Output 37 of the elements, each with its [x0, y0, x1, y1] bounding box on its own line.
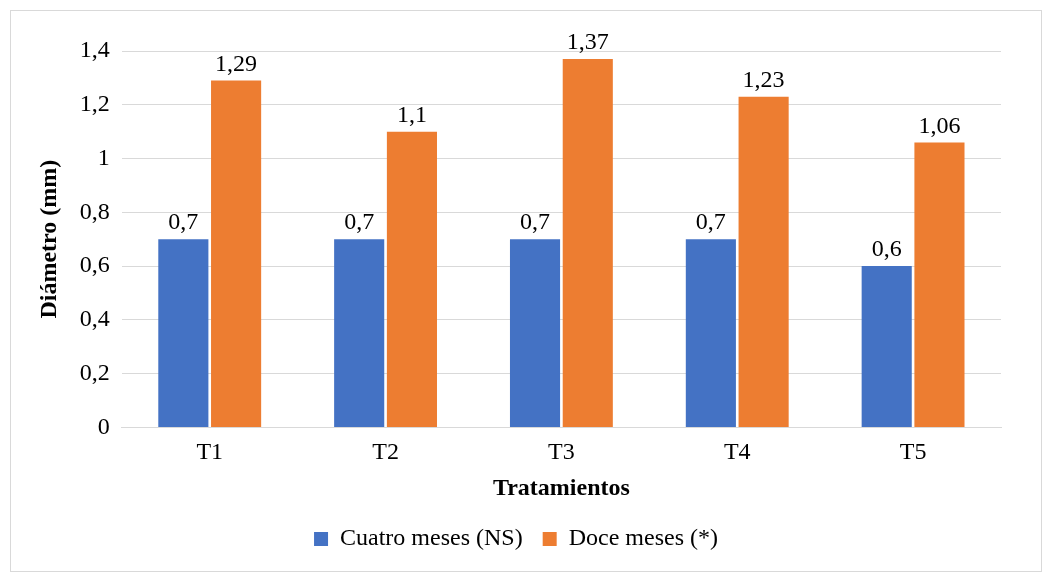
legend-label: Doce meses (*): [568, 524, 718, 551]
x-tick-label: T2: [372, 438, 399, 465]
data-label: 0,7: [168, 208, 199, 235]
x-tick-label: T4: [723, 438, 751, 465]
data-label: 0,6: [871, 235, 902, 262]
bar: [509, 239, 561, 427]
bar: [158, 239, 209, 427]
y-tick-label: 0,8: [79, 197, 110, 224]
y-tick-label: 0,4: [79, 305, 110, 332]
y-tick-label: 0,6: [79, 251, 110, 278]
bar: [386, 131, 437, 427]
data-label: 1,37: [566, 28, 609, 55]
y-tick-label: 1,4: [79, 36, 110, 63]
data-label: 1,23: [742, 66, 785, 92]
x-tick-label: T5: [899, 438, 927, 465]
x-tick-label: T3: [548, 438, 575, 465]
data-label: 0,7: [520, 208, 551, 235]
x-axis-title: Tratamientos: [492, 473, 630, 500]
y-axis-title: Diámetro (mm): [34, 159, 61, 319]
data-label: 1,06: [918, 111, 961, 138]
legend-label: Cuatro meses (NS): [340, 524, 523, 551]
data-label: 0,7: [695, 208, 726, 235]
y-tick-label: 1: [97, 143, 110, 170]
bar: [211, 80, 262, 427]
bar: [914, 142, 965, 427]
bar: [562, 59, 613, 427]
bar: [685, 239, 736, 427]
x-tick-label: T1: [196, 438, 224, 465]
bar: [861, 266, 912, 427]
data-label: 0,7: [344, 208, 375, 235]
y-tick-label: 0: [97, 412, 110, 439]
bar: [738, 96, 789, 427]
y-tick-label: 0,2: [79, 358, 110, 385]
data-label: 1,29: [215, 49, 258, 76]
y-tick-label: 1,2: [79, 90, 110, 117]
data-label: 1,1: [396, 100, 427, 127]
bar: [334, 239, 385, 427]
